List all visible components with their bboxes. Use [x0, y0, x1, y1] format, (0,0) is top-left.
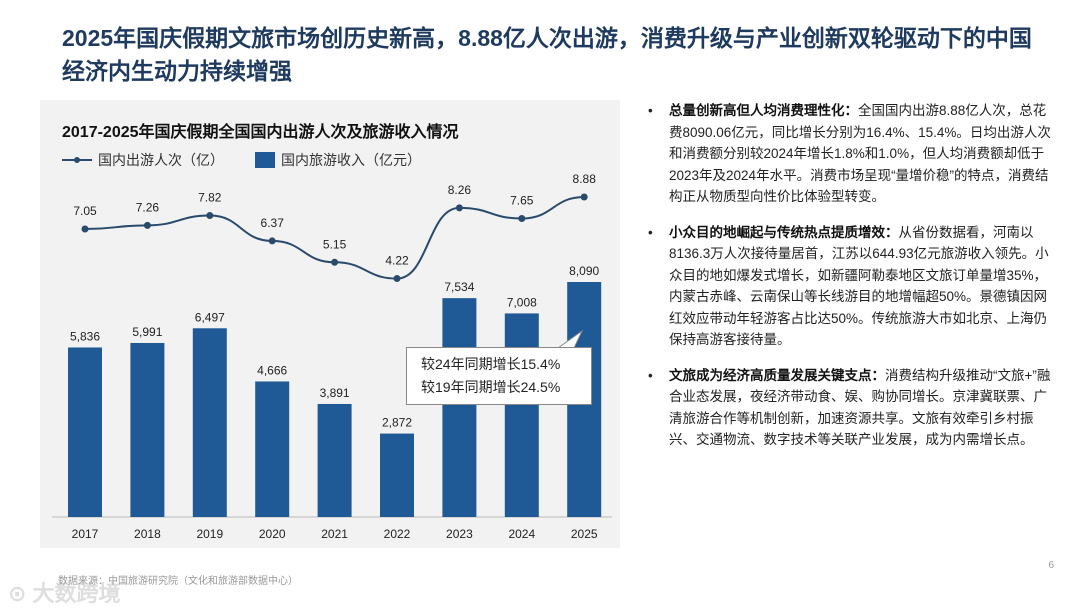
legend-bar: 国内旅游收入（亿元） [255, 150, 421, 170]
legend-bar-label: 国内旅游收入（亿元） [281, 152, 421, 168]
bar-label-2025: 8,090 [569, 264, 599, 278]
line-point-2017 [81, 225, 89, 233]
bar-2024 [504, 313, 539, 517]
bullet-item: 总量创新高但人均消费理性化：全国国内出游8.88亿人次，总花费8090.06亿元… [645, 100, 1055, 208]
line-label-2018: 7.26 [136, 200, 160, 214]
line-label-2024: 7.65 [510, 194, 534, 208]
bar-2022 [380, 433, 414, 517]
x-tick-2020: 2020 [259, 527, 286, 541]
bullet-body: 消费结构升级推动“文旅+”融合业态发展，夜经济带动食、娱、购协同增长。京津冀联票… [669, 367, 1051, 448]
line-label-2025: 8.88 [573, 172, 597, 186]
bar-2018 [130, 342, 165, 517]
line-label-2017: 7.05 [73, 204, 97, 218]
chart-title: 2017-2025年国庆假期全国国内出游人次及旅游收入情况 [62, 124, 459, 141]
line-point-2024 [518, 215, 526, 223]
bullet-heading: 总量创新高但人均消费理性化： [669, 103, 858, 118]
bar-2023 [442, 298, 477, 517]
line-point-2022 [393, 275, 401, 283]
line-label-2023: 8.26 [448, 183, 472, 197]
page-number: 6 [1048, 560, 1054, 571]
line-point-2025 [580, 193, 588, 201]
slide-title: 2025年国庆假期文旅市场创历史新高，8.88亿人次出游，消费升级与产业创新双轮… [62, 25, 1032, 84]
x-tick-2025: 2025 [571, 527, 598, 541]
bar-label-2021: 3,891 [320, 386, 350, 400]
line-label-2020: 6.37 [261, 216, 285, 230]
line-point-2019 [206, 212, 214, 220]
bar-label-2020: 4,666 [257, 363, 287, 377]
line-point-2018 [143, 221, 151, 229]
line-legend-icon [62, 157, 92, 163]
bar-2019 [192, 328, 227, 517]
x-tick-2019: 2019 [196, 527, 223, 541]
bullet-heading: 小众目的地崛起与传统热点提质增效： [669, 224, 899, 240]
bullet-list: 总量创新高但人均消费理性化：全国国内出游8.88亿人次，总花费8090.06亿元… [645, 100, 1055, 465]
line-point-2023 [455, 204, 463, 212]
watermark-logo: ⊙ 大数跨境 [8, 581, 121, 606]
bar-2021 [317, 403, 352, 517]
bullet-item: 小众目的地崛起与传统热点提质增效：从省份数据看，河南以8136.3万人次接待量居… [645, 222, 1055, 351]
x-tick-2023: 2023 [446, 527, 473, 541]
line-label-2022: 4.22 [385, 254, 409, 268]
line-label-2021: 5.15 [323, 237, 347, 251]
x-tick-2021: 2021 [321, 527, 348, 541]
bullet-body: 从省份数据看，河南以8136.3万人次接待量居首，江苏以644.93亿元旅游收入… [669, 224, 1049, 348]
bullet-heading: 文旅成为经济高质量发展关键支点： [669, 367, 885, 383]
callout-line: 较19年同期增长24.5% [421, 379, 561, 395]
x-tick-2022: 2022 [384, 527, 411, 541]
bar-2017 [68, 347, 102, 517]
bar-label-2024: 7,008 [507, 295, 537, 309]
line-point-2020 [268, 237, 276, 245]
line-point-2021 [331, 258, 339, 266]
bar-2020 [255, 381, 290, 517]
callout-line: 较24年同期增长15.4% [421, 356, 561, 372]
bar-label-2018: 5,991 [132, 325, 162, 339]
bullet-item: 文旅成为经济高质量发展关键支点：消费结构升级推动“文旅+”融合业态发展，夜经济带… [645, 365, 1055, 451]
x-tick-2018: 2018 [134, 527, 161, 541]
x-tick-2017: 2017 [72, 527, 99, 541]
bar-label-2023: 7,534 [444, 280, 474, 294]
x-tick-2024: 2024 [508, 527, 535, 541]
bar-label-2017: 5,836 [70, 329, 100, 343]
line-label-2019: 7.82 [198, 191, 222, 205]
legend-line-label: 国内出游人次（亿） [98, 152, 224, 168]
legend-line: 国内出游人次（亿） [62, 150, 224, 170]
bar-label-2022: 2,872 [382, 416, 412, 430]
source-note: 数据来源：中国旅游研究院（文化和旅游部数据中心） [58, 576, 298, 587]
callout-box: 较24年同期增长15.4% 较19年同期增长24.5% [406, 347, 592, 405]
bar-label-2019: 6,497 [195, 310, 225, 324]
bar-legend-icon [255, 152, 275, 168]
bullet-body: 全国国内出游8.88亿人次，总花费8090.06亿元，同比增长分别为16.4%、… [669, 103, 1051, 204]
